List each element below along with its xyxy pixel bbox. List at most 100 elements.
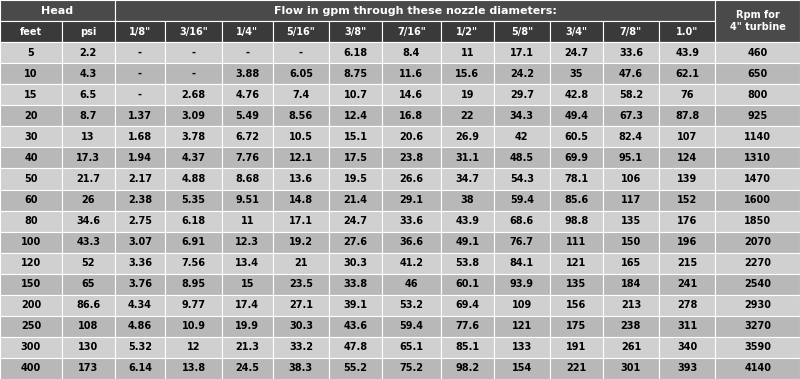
- Bar: [550, 168, 602, 190]
- Text: 2930: 2930: [744, 300, 771, 310]
- Bar: [222, 316, 273, 337]
- Bar: [329, 316, 382, 337]
- Bar: [114, 21, 166, 42]
- Bar: [382, 211, 441, 232]
- Bar: [0, 295, 62, 316]
- Text: 19.5: 19.5: [343, 174, 367, 184]
- Bar: [114, 295, 166, 316]
- Text: 200: 200: [21, 300, 41, 310]
- Text: 117: 117: [621, 195, 641, 205]
- Text: 13.4: 13.4: [235, 258, 259, 268]
- Text: 6.05: 6.05: [289, 69, 313, 79]
- Bar: [114, 42, 166, 63]
- Text: 221: 221: [566, 363, 586, 373]
- Bar: [273, 21, 329, 42]
- Text: 11: 11: [241, 216, 254, 226]
- Bar: [550, 190, 602, 211]
- Bar: [382, 295, 441, 316]
- Text: 2.75: 2.75: [128, 216, 152, 226]
- Text: 261: 261: [621, 342, 641, 352]
- Bar: [602, 274, 659, 295]
- Bar: [329, 295, 382, 316]
- Text: 85.6: 85.6: [564, 195, 589, 205]
- Bar: [659, 190, 715, 211]
- Bar: [0, 316, 62, 337]
- Text: 3.07: 3.07: [128, 237, 152, 247]
- Text: 10.9: 10.9: [182, 321, 206, 331]
- Bar: [166, 274, 222, 295]
- Bar: [62, 42, 114, 63]
- Text: 27.1: 27.1: [289, 300, 313, 310]
- Bar: [273, 190, 329, 211]
- Bar: [602, 21, 659, 42]
- Text: 4.76: 4.76: [235, 90, 259, 100]
- Bar: [550, 316, 602, 337]
- Bar: [382, 190, 441, 211]
- Bar: [659, 168, 715, 190]
- Text: Rpm for
4" turbine: Rpm for 4" turbine: [730, 10, 786, 32]
- Bar: [0, 253, 62, 274]
- Bar: [0, 274, 62, 295]
- Text: 38: 38: [461, 195, 474, 205]
- Text: 191: 191: [566, 342, 586, 352]
- Text: 1.37: 1.37: [128, 111, 152, 121]
- Text: 42: 42: [515, 132, 529, 142]
- Text: 3.88: 3.88: [235, 69, 259, 79]
- Text: 30: 30: [24, 132, 38, 142]
- Bar: [441, 42, 494, 63]
- Text: 60: 60: [24, 195, 38, 205]
- Text: 4.37: 4.37: [182, 153, 206, 163]
- Text: 10.5: 10.5: [289, 132, 313, 142]
- Text: 3/16": 3/16": [179, 27, 208, 37]
- Bar: [222, 147, 273, 168]
- Text: 6.18: 6.18: [182, 216, 206, 226]
- Bar: [222, 190, 273, 211]
- Text: 33.2: 33.2: [289, 342, 313, 352]
- Bar: [494, 190, 550, 211]
- Bar: [329, 168, 382, 190]
- Bar: [166, 105, 222, 126]
- Bar: [441, 253, 494, 274]
- Bar: [222, 63, 273, 84]
- Bar: [494, 274, 550, 295]
- Text: 400: 400: [21, 363, 41, 373]
- Text: 59.4: 59.4: [399, 321, 423, 331]
- Text: 250: 250: [21, 321, 41, 331]
- Text: -: -: [138, 90, 142, 100]
- Text: 5/16": 5/16": [286, 27, 315, 37]
- Bar: [659, 63, 715, 84]
- Bar: [273, 253, 329, 274]
- Bar: [602, 63, 659, 84]
- Bar: [382, 253, 441, 274]
- Bar: [329, 42, 382, 63]
- Text: 12: 12: [187, 342, 200, 352]
- Bar: [62, 274, 114, 295]
- Bar: [0, 232, 62, 253]
- Text: 165: 165: [621, 258, 641, 268]
- Text: 1140: 1140: [744, 132, 771, 142]
- Bar: [166, 358, 222, 379]
- Bar: [441, 232, 494, 253]
- Bar: [494, 337, 550, 358]
- Bar: [494, 84, 550, 105]
- Text: 42.8: 42.8: [564, 90, 589, 100]
- Bar: [602, 337, 659, 358]
- Text: 3.76: 3.76: [128, 279, 152, 289]
- Text: 108: 108: [78, 321, 98, 331]
- Bar: [550, 211, 602, 232]
- Bar: [273, 211, 329, 232]
- Bar: [114, 316, 166, 337]
- Bar: [0, 0, 114, 21]
- Text: 1600: 1600: [744, 195, 771, 205]
- Text: 58.2: 58.2: [619, 90, 643, 100]
- Bar: [602, 232, 659, 253]
- Bar: [494, 147, 550, 168]
- Bar: [659, 274, 715, 295]
- Bar: [0, 337, 62, 358]
- Text: 40: 40: [24, 153, 38, 163]
- Text: 301: 301: [621, 363, 641, 373]
- Text: 59.4: 59.4: [510, 195, 534, 205]
- Bar: [659, 126, 715, 147]
- Text: 650: 650: [748, 69, 768, 79]
- Bar: [222, 337, 273, 358]
